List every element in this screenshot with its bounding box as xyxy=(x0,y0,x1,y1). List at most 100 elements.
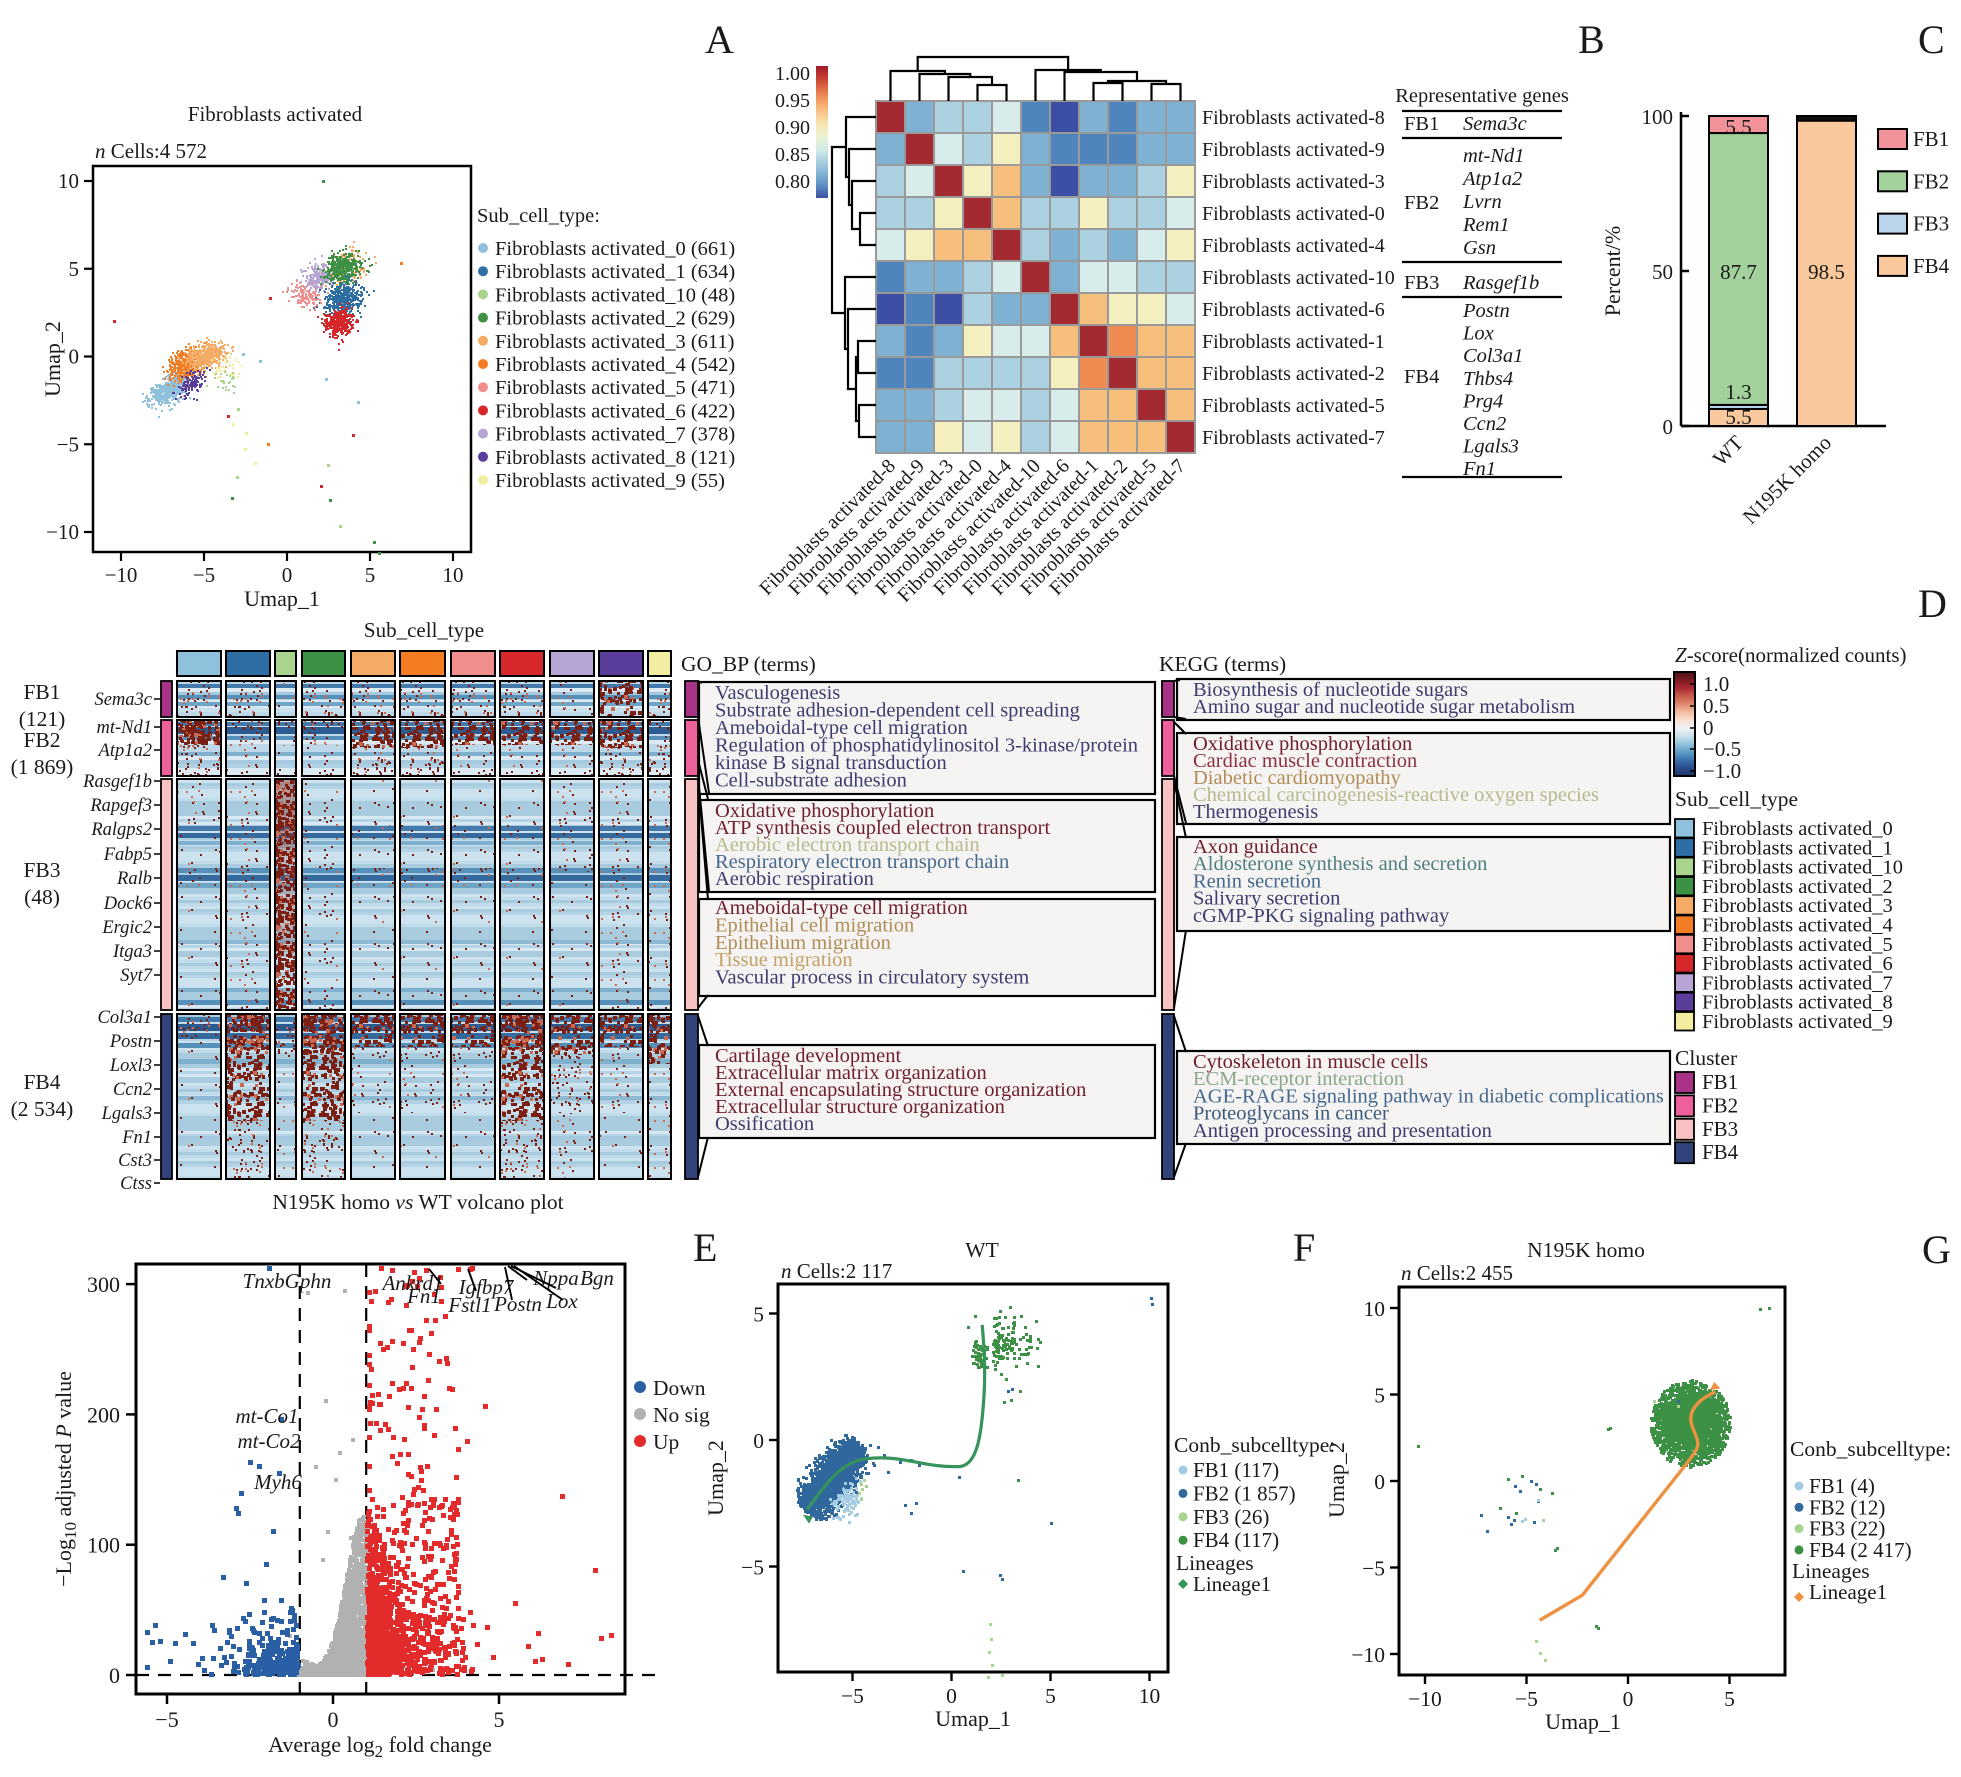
svg-text:0: 0 xyxy=(1703,716,1714,740)
svg-text:87.7: 87.7 xyxy=(1720,260,1757,284)
svg-text:Umap_1: Umap_1 xyxy=(1545,1709,1621,1734)
svg-text:FB4: FB4 xyxy=(23,1070,60,1094)
svg-text:Itga3: Itga3 xyxy=(112,942,152,962)
svg-text:Fibroblasts activated_2 (629): Fibroblasts activated_2 (629) xyxy=(495,308,735,330)
svg-text:Nppa: Nppa xyxy=(532,1266,579,1290)
svg-text:Umap_1: Umap_1 xyxy=(935,1706,1011,1731)
svg-text:Fstl1: Fstl1 xyxy=(447,1293,491,1317)
svg-text:Antigen processing and present: Antigen processing and presentation xyxy=(1193,1120,1492,1142)
svg-text:Cardiac muscle contraction: Cardiac muscle contraction xyxy=(1193,750,1417,772)
svg-text:Substrate adhesion-dependent c: Substrate adhesion-dependent cell spread… xyxy=(715,700,1080,722)
svg-text:mt-Co2: mt-Co2 xyxy=(238,1429,302,1453)
svg-text:Fibroblasts activated_4: Fibroblasts activated_4 xyxy=(1702,915,1893,937)
svg-text:200: 200 xyxy=(87,1402,120,1427)
svg-text:(2 534): (2 534) xyxy=(11,1097,74,1121)
svg-text:Postn: Postn xyxy=(493,1292,542,1316)
svg-text:Dock6: Dock6 xyxy=(103,894,153,914)
svg-text:0.90: 0.90 xyxy=(775,117,810,139)
svg-text:Ameboidal-type cell migration: Ameboidal-type cell migration xyxy=(715,717,968,739)
svg-text:0.80: 0.80 xyxy=(775,171,810,193)
svg-text:FB2: FB2 xyxy=(1702,1093,1738,1117)
svg-text:1.0: 1.0 xyxy=(1703,672,1729,696)
svg-text:−5: −5 xyxy=(193,563,215,587)
svg-text:B: B xyxy=(1578,17,1605,62)
svg-text:Fibroblasts activated_1: Fibroblasts activated_1 xyxy=(1702,837,1893,859)
svg-text:cGMP-PKG signaling pathway: cGMP-PKG signaling pathway xyxy=(1193,905,1450,927)
svg-text:Ergic2: Ergic2 xyxy=(101,918,152,938)
svg-text:Representative genes: Representative genes xyxy=(1395,85,1569,107)
svg-text:98.5: 98.5 xyxy=(1808,260,1845,284)
svg-text:Ccn2: Ccn2 xyxy=(1463,413,1506,435)
svg-text:0: 0 xyxy=(109,1663,120,1688)
svg-text:C: C xyxy=(1918,17,1945,62)
svg-text:ATP synthesis coupled electron: ATP synthesis coupled electron transport xyxy=(715,817,1050,839)
svg-text:FB3 (22): FB3 (22) xyxy=(1809,1517,1885,1541)
svg-text:mt-Co1: mt-Co1 xyxy=(236,1404,299,1428)
svg-text:FB3: FB3 xyxy=(1702,1117,1738,1141)
svg-text:10: 10 xyxy=(443,563,464,587)
svg-text:Fibroblasts activated_6: Fibroblasts activated_6 xyxy=(1702,953,1893,975)
svg-text:Fibroblasts activated-7: Fibroblasts activated-7 xyxy=(1202,427,1385,449)
svg-text:FB3 (26): FB3 (26) xyxy=(1193,1505,1269,1529)
svg-text:n Cells:4 572: n Cells:4 572 xyxy=(95,139,207,163)
svg-text:Lineage1: Lineage1 xyxy=(1809,1580,1887,1604)
svg-text:FB1 (117): FB1 (117) xyxy=(1193,1458,1279,1482)
svg-text:1.00: 1.00 xyxy=(775,63,810,85)
svg-text:10: 10 xyxy=(58,169,79,193)
svg-text:−5: −5 xyxy=(1515,1687,1538,1711)
svg-text:300: 300 xyxy=(87,1272,120,1297)
svg-text:5: 5 xyxy=(365,563,376,587)
svg-text:Fibroblasts activated_1 (634): Fibroblasts activated_1 (634) xyxy=(495,261,735,283)
svg-text:Thbs4: Thbs4 xyxy=(1463,368,1513,390)
svg-text:Fibroblasts activated_7 (378): Fibroblasts activated_7 (378) xyxy=(495,424,735,446)
svg-text:0: 0 xyxy=(69,345,80,369)
svg-text:Fibroblasts activated_0 (661): Fibroblasts activated_0 (661) xyxy=(495,238,735,260)
svg-text:Thermogenesis: Thermogenesis xyxy=(1193,801,1318,823)
svg-text:0: 0 xyxy=(753,1429,764,1453)
svg-text:mt-Nd1: mt-Nd1 xyxy=(97,718,153,738)
svg-text:5: 5 xyxy=(1374,1384,1385,1408)
svg-text:5: 5 xyxy=(69,257,80,281)
svg-text:Aerobic respiration: Aerobic respiration xyxy=(715,868,874,890)
svg-text:Fibroblasts activated_8 (121): Fibroblasts activated_8 (121) xyxy=(495,447,735,469)
svg-text:ECM-receptor interaction: ECM-receptor interaction xyxy=(1193,1068,1404,1090)
svg-text:Chemical carcinogenesis-reacti: Chemical carcinogenesis-reactive oxygen … xyxy=(1193,784,1599,806)
svg-text:−5: −5 xyxy=(57,432,79,456)
svg-text:N195K homo vs WT volcano plot: N195K homo vs WT volcano plot xyxy=(272,1190,563,1214)
svg-text:Fibroblasts activated-8: Fibroblasts activated-8 xyxy=(1202,107,1385,129)
svg-text:FB4 (117): FB4 (117) xyxy=(1193,1528,1279,1552)
svg-text:mt-Nd1: mt-Nd1 xyxy=(1463,145,1525,167)
svg-text:Sub_cell_type: Sub_cell_type xyxy=(364,618,484,642)
svg-text:Fibroblasts activated_10 (48): Fibroblasts activated_10 (48) xyxy=(495,284,735,306)
svg-text:Ralb: Ralb xyxy=(116,869,152,889)
svg-text:Lgals3: Lgals3 xyxy=(101,1104,152,1124)
svg-text:Ctss: Ctss xyxy=(120,1174,152,1194)
svg-text:Ralgps2: Ralgps2 xyxy=(90,820,152,840)
svg-text:50: 50 xyxy=(1652,260,1673,284)
svg-text:Respiratory electron transport: Respiratory electron transport chain xyxy=(715,851,1009,873)
svg-text:Fibroblasts activated_0: Fibroblasts activated_0 xyxy=(1702,818,1893,840)
svg-text:Proteoglycans in cancer: Proteoglycans in cancer xyxy=(1193,1103,1389,1125)
svg-text:Myh6: Myh6 xyxy=(253,1470,302,1494)
svg-text:5.5: 5.5 xyxy=(1725,115,1751,139)
svg-text:E: E xyxy=(693,1225,717,1270)
svg-text:Lvrn: Lvrn xyxy=(1462,191,1502,213)
svg-text:Fibroblasts activated_10: Fibroblasts activated_10 xyxy=(1702,857,1903,879)
svg-text:−10: −10 xyxy=(105,563,138,587)
svg-text:0: 0 xyxy=(282,563,293,587)
svg-text:Extracellular matrix organizat: Extracellular matrix organization xyxy=(715,1062,987,1084)
svg-text:Umap_2: Umap_2 xyxy=(40,321,65,397)
svg-text:Fibroblasts activated-4: Fibroblasts activated-4 xyxy=(1202,235,1385,257)
svg-text:Sub_cell_type:: Sub_cell_type: xyxy=(477,205,600,227)
svg-text:Biosynthesis of nucleotide sug: Biosynthesis of nucleotide sugars xyxy=(1193,679,1468,701)
svg-text:Igfbp7: Igfbp7 xyxy=(458,1275,515,1299)
svg-text:FB1 (4): FB1 (4) xyxy=(1809,1474,1875,1498)
svg-text:N195K homo: N195K homo xyxy=(1527,1238,1645,1262)
svg-text:External encapsulating structu: External encapsulating structure organiz… xyxy=(715,1079,1086,1101)
svg-text:n Cells:2 455: n Cells:2 455 xyxy=(1401,1261,1513,1285)
svg-text:Col3a1: Col3a1 xyxy=(1463,345,1523,367)
svg-text:Lineages: Lineages xyxy=(1792,1559,1870,1583)
svg-text:Fabp5: Fabp5 xyxy=(103,845,152,865)
svg-text:FB3: FB3 xyxy=(23,858,60,882)
svg-text:Fibroblasts activated-5: Fibroblasts activated-5 xyxy=(1202,395,1385,417)
